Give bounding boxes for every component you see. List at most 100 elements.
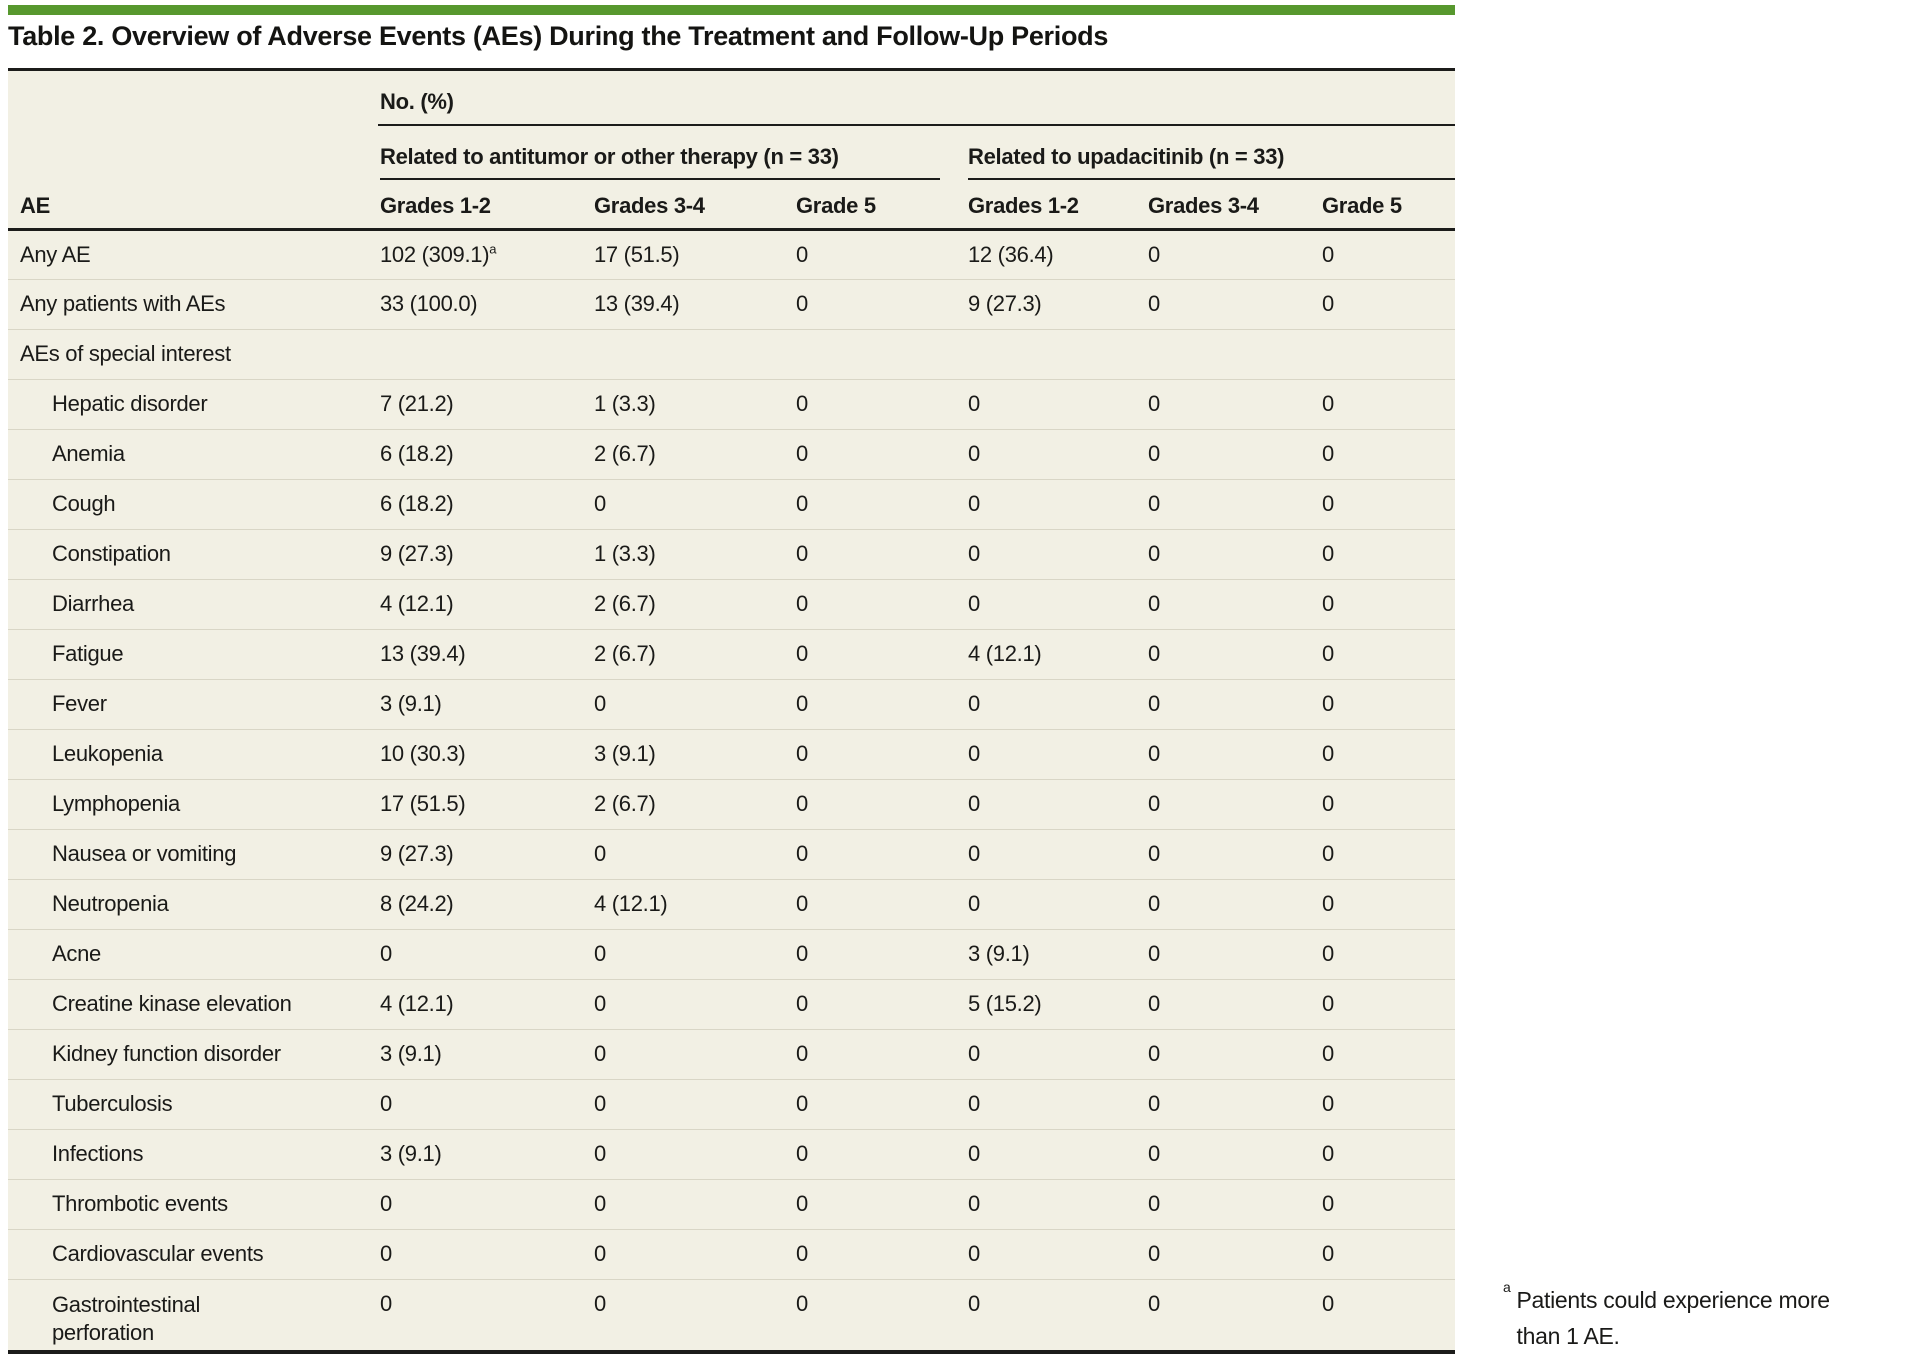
cell-value: 0 — [966, 679, 1146, 730]
cell-value: 0 — [966, 479, 1146, 530]
cell-value: 0 — [794, 279, 966, 330]
table-title: Table 2. Overview of Adverse Events (AEs… — [8, 21, 1109, 51]
cell-value: 0 — [1146, 979, 1320, 1030]
cell-value: 0 — [966, 729, 1146, 780]
cell-value: 0 — [1322, 242, 1334, 267]
cell-value: 0 — [966, 1079, 1146, 1130]
cell-value: 0 — [966, 379, 1146, 430]
cell-value: 0 — [794, 829, 966, 880]
cell-value: 0 — [794, 779, 966, 830]
row-label: Tuberculosis — [8, 1079, 378, 1130]
cell-value: 0 — [1320, 279, 1456, 330]
cell-value: 0 — [1320, 679, 1456, 730]
cell-value: 0 — [966, 1179, 1146, 1230]
group-header-antitumor: Related to antitumor or other therapy (n… — [378, 125, 966, 180]
table-row: Acne 0 0 0 3 (9.1) 0 0 — [8, 929, 1456, 980]
cell-value: 0 — [1320, 1129, 1456, 1180]
cell-value: 1 (3.3) — [592, 529, 794, 580]
cell-value: 0 — [1146, 279, 1320, 330]
table-row: Infections 3 (9.1) 0 0 0 0 0 — [8, 1129, 1456, 1180]
cell-value: 0 — [794, 379, 966, 430]
table-row: Cardiovascular events 0 0 0 0 0 0 — [8, 1229, 1456, 1280]
cell-value: 12 (36.4) — [968, 242, 1054, 267]
cell-value: 0 — [1320, 529, 1456, 580]
cell-value: 0 — [794, 1029, 966, 1080]
cell-value: 0 — [1146, 829, 1320, 880]
cell-value: 7 (21.2) — [378, 379, 592, 430]
footnote-marker: a — [1503, 1279, 1511, 1295]
table-row: Any AE 102 (309.1)a 17 (51.5) 0 12 (36.4) 0 0 — [8, 230, 1455, 280]
cell-value: 0 — [1320, 779, 1456, 830]
cell-value: 0 — [1146, 779, 1320, 830]
cell-value: 0 — [1146, 1129, 1320, 1180]
cell-value: 0 — [1146, 379, 1320, 430]
table-row: Constipation 9 (27.3) 1 (3.3) 0 0 0 0 — [8, 529, 1456, 580]
cell-value: 4 (12.1) — [592, 879, 794, 930]
row-label: Anemia — [8, 429, 378, 480]
col-header-ae: AE — [8, 179, 378, 231]
cell-value: 0 — [794, 1229, 966, 1280]
col-header-grades-3-4-antitumor: Grades 3-4 — [592, 179, 794, 231]
cell-value: 0 — [592, 929, 794, 980]
cell-value: 2 (6.7) — [592, 779, 794, 830]
cell-value: 0 — [1320, 829, 1456, 880]
row-label: Constipation — [8, 529, 378, 580]
table-row: Fever 3 (9.1) 0 0 0 0 0 — [8, 679, 1456, 730]
cell-value: 0 — [1148, 242, 1160, 267]
unit-header: No. (%) — [378, 69, 1456, 126]
cell-value: 0 — [378, 1079, 592, 1130]
cell-value: 0 — [592, 1129, 794, 1180]
cell-value: 3 (9.1) — [378, 679, 592, 730]
cell-value: 2 (6.7) — [592, 629, 794, 680]
group-header-antitumor-label: Related to antitumor or other therapy (n… — [380, 144, 940, 180]
cell-value: 0 — [1146, 879, 1320, 930]
table-row: Fatigue 13 (39.4) 2 (6.7) 0 4 (12.1) 0 0 — [8, 629, 1456, 680]
cell-value: 0 — [1320, 929, 1456, 980]
cell-value: 5 (15.2) — [966, 979, 1146, 1030]
group-header-upadacitinib: Related to upadacitinib (n = 33) — [966, 125, 1456, 180]
unit-header-label: No. (%) — [380, 88, 454, 114]
group-header-upadacitinib-label: Related to upadacitinib (n = 33) — [968, 144, 1456, 180]
cell-value: 0 — [1146, 529, 1320, 580]
empty-cell — [8, 125, 378, 180]
cell-value: 0 — [378, 1179, 592, 1230]
cell-value: 0 — [378, 1229, 592, 1280]
cell-value: 0 — [794, 429, 966, 480]
adverse-events-table: No. (%) Related to antitumor or other th… — [8, 68, 1456, 1354]
cell-value: 6 (18.2) — [378, 479, 592, 530]
row-label: Thrombotic events — [8, 1179, 378, 1230]
table-row: Creatine kinase elevation 4 (12.1) 0 0 5 (15… — [8, 979, 1456, 1030]
cell-value: 0 — [592, 1229, 794, 1280]
cell-value: 8 (24.2) — [378, 879, 592, 930]
table-row: Thrombotic events 0 0 0 0 0 0 — [8, 1179, 1456, 1230]
row-label: Fever — [8, 679, 378, 730]
cell-value: 3 (9.1) — [378, 1129, 592, 1180]
cell-value: 0 — [1320, 729, 1456, 780]
cell-value: 0 — [794, 879, 966, 930]
cell-value: 4 (12.1) — [378, 579, 592, 630]
cell-value: 0 — [378, 929, 592, 980]
cell-value: 0 — [966, 829, 1146, 880]
cell-value: 0 — [592, 979, 794, 1030]
cell-value: 2 (6.7) — [592, 579, 794, 630]
table-row: Leukopenia 10 (30.3) 3 (9.1) 0 0 0 0 — [8, 729, 1456, 780]
cell-value: 9 (27.3) — [378, 529, 592, 580]
cell-value: 0 — [794, 579, 966, 630]
cell-value: 0 — [1320, 1279, 1456, 1352]
cell-value: 0 — [796, 242, 808, 267]
cell-value: 0 — [1146, 1279, 1320, 1352]
cell-value: 4 (12.1) — [378, 979, 592, 1030]
table-row: Neutropenia 8 (24.2) 4 (12.1) 0 0 0 0 — [8, 879, 1456, 930]
cell-value: 0 — [1146, 579, 1320, 630]
cell-value: 33 (100.0) — [378, 279, 592, 330]
cell-value: 6 (18.2) — [378, 429, 592, 480]
cell-value: 0 — [794, 679, 966, 730]
cell-value: 0 — [794, 1279, 966, 1352]
cell-value: 0 — [1320, 879, 1456, 930]
cell-value: 0 — [966, 529, 1146, 580]
cell-value: 0 — [794, 529, 966, 580]
row-label: Fatigue — [8, 629, 378, 680]
cell-value: 0 — [966, 879, 1146, 930]
row-label: Cardiovascular events — [8, 1229, 378, 1280]
row-label: Diarrhea — [8, 579, 378, 630]
